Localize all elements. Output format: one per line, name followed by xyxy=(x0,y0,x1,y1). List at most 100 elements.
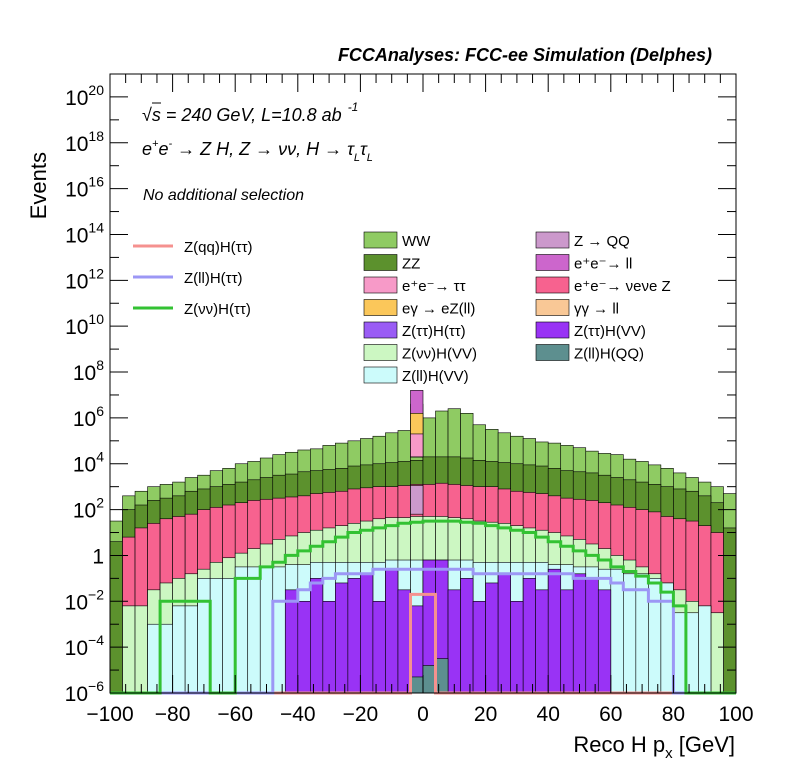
bar-ZllH_VV xyxy=(247,566,261,694)
spike-ee_tautau xyxy=(410,433,424,458)
legend-signal: Z(qq)H(ττ) Z(ll)H(ττ) Z(νν)H(ττ) xyxy=(133,239,253,318)
bar-ZtautauH_VV xyxy=(347,578,361,694)
bar-ZtautauH_VV xyxy=(322,600,336,694)
legend-swatch xyxy=(363,276,398,294)
y-tick-label: 1010 xyxy=(65,311,104,339)
legend-swatch xyxy=(535,254,570,271)
selection-annotation: No additional selection xyxy=(143,187,304,204)
y-tick-label: 108 xyxy=(73,357,104,385)
legend-label: γγ → ll xyxy=(574,301,619,318)
bar-ZtautauH_VV xyxy=(460,578,474,694)
x-tick-label: 40 xyxy=(537,703,560,726)
y-tick-label: 1016 xyxy=(65,174,104,202)
bar-ZtautauH_VV xyxy=(297,600,311,694)
legend-label: Z(ll)H(QQ) xyxy=(574,346,644,363)
bar-ZllH_VV xyxy=(648,578,662,694)
bar-ZtautauH_VV xyxy=(597,589,612,694)
y-tick-label: 1020 xyxy=(65,82,104,110)
x-tick-label: 20 xyxy=(474,703,497,726)
y-tick-label: 10−4 xyxy=(65,632,105,660)
x-tick-label: 100 xyxy=(718,703,753,726)
spike-Z_QQ-low xyxy=(410,485,424,515)
legend-label: e⁺e⁻→ ll xyxy=(574,256,632,273)
bar-ZllH_VV xyxy=(660,582,674,694)
y-tick-label: 1 xyxy=(92,545,104,568)
legend-swatch xyxy=(363,321,398,339)
bar-ZllH_VV xyxy=(147,623,161,694)
bar-ZllH_VV xyxy=(234,566,249,694)
legend-swatch xyxy=(363,231,398,249)
bar-ZnunuH_VV xyxy=(710,612,724,694)
axes: −100 −80 −60 −40 −20 0 20 40 60 80 100 10−6 10−4 10−2… xyxy=(65,73,754,726)
bar-ZtautauH_VV xyxy=(510,600,524,694)
bar-ZtautauH_VV xyxy=(372,600,386,694)
x-tick-label: −20 xyxy=(343,703,379,726)
legend-label: WW xyxy=(402,233,431,250)
legend-swatch xyxy=(535,299,570,316)
bar-ZllH_VV xyxy=(685,612,699,694)
bar-ZllH_QQ xyxy=(410,676,424,694)
bar-ZllH_VV xyxy=(159,623,173,694)
bar-ZllH_VV xyxy=(623,573,637,694)
bar-ZtautauH_VV xyxy=(284,589,299,694)
legend-swatch xyxy=(363,344,398,361)
legend-swatch xyxy=(363,299,398,316)
bar-ZtautauH_VV xyxy=(547,568,562,694)
bar-ZtautauH_VV xyxy=(585,578,599,694)
bar-ZllH_VV xyxy=(259,566,274,694)
bar-ZtautauH_VV xyxy=(497,573,511,694)
legend-label: eγ → eZ(ll) xyxy=(402,301,475,318)
legend-label: e⁺e⁻→ νeνe Z xyxy=(574,278,671,295)
x-tick-label: −100 xyxy=(86,703,133,726)
x-tick-label: 60 xyxy=(599,703,622,726)
legend-label: ZZ xyxy=(402,256,420,273)
legend-swatch xyxy=(535,344,570,361)
legend-label: e⁺e⁻→ ττ xyxy=(402,278,466,295)
bar-ZtautauH_VV xyxy=(385,568,399,694)
legend-swatch xyxy=(535,231,570,249)
y-tick-label: 1018 xyxy=(65,128,104,156)
legend-label: Z(νν)H(ττ) xyxy=(184,301,251,318)
legend-label: Z(ll)H(VV) xyxy=(402,368,469,385)
x-tick-label: −60 xyxy=(217,703,253,726)
bar-ZtautauH_VV xyxy=(485,582,499,694)
bar-ZtautauH_VV xyxy=(522,578,536,694)
bar-ZllH_VV xyxy=(673,612,687,694)
legend-label: Z → QQ xyxy=(574,233,630,250)
y-tick-label: 106 xyxy=(73,403,104,431)
bar-ZllH_VV xyxy=(610,568,624,694)
legend-background: WW Z → QQ ZZ e⁺e⁻→ ll e⁺e⁻→ ττ e⁺e⁻→ νeνe Z eγ… xyxy=(363,231,671,385)
y-tick-label: 104 xyxy=(73,449,104,477)
x-tick-label: 80 xyxy=(662,703,685,726)
bar-ZllH_QQ xyxy=(435,658,449,694)
legend-label: Z(ττ)H(VV) xyxy=(574,323,646,340)
y-tick-label: 1012 xyxy=(65,265,104,293)
bar-ZllH_VV xyxy=(209,578,223,694)
bar-ZllH_VV xyxy=(272,566,286,694)
bar-ZllH_VV xyxy=(698,605,712,694)
legend-swatch xyxy=(363,254,398,271)
bar-ZtautauH_VV xyxy=(360,573,374,694)
bar-ZllH_VV xyxy=(222,578,236,694)
bar-ZllH_VV xyxy=(197,578,211,694)
bar-ZtautauH_VV xyxy=(447,589,461,694)
energy-annotation: √s = 240 GeV, L=10.8 ab -1 xyxy=(142,100,358,125)
bar-ZnunuH_VV xyxy=(122,605,136,694)
bar-ZtautauH_VV xyxy=(535,589,549,694)
bar-ZZ xyxy=(723,527,737,694)
chart-title: FCCAnalyses: FCC-ee Simulation (Delphes) xyxy=(338,45,712,65)
signal-ZnunuH_tautau xyxy=(110,519,736,695)
y-tick-label: 1014 xyxy=(65,219,104,247)
x-tick-label: −40 xyxy=(280,703,316,726)
legend-label: Z(qq)H(ττ) xyxy=(184,239,253,256)
bar-ZtautauH_VV xyxy=(335,582,349,694)
bar-ZllH_VV xyxy=(635,573,649,694)
bar-ZllH_VV xyxy=(172,605,186,694)
legend-label: Z(ll)H(ττ) xyxy=(184,270,243,287)
y-tick-label: 10−2 xyxy=(65,586,105,614)
x-tick-label: 0 xyxy=(417,703,429,726)
y-tick-label: 10−6 xyxy=(65,678,105,706)
y-axis-title: Events xyxy=(26,152,51,219)
bar-ZtautauH_VV xyxy=(472,600,486,694)
